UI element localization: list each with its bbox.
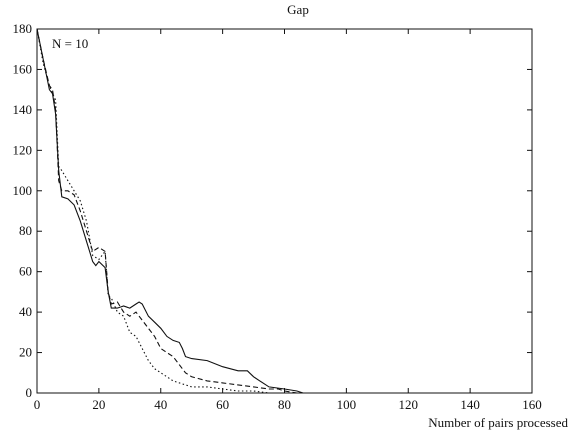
x-tick-label: 20 (92, 397, 105, 412)
axis-ticks: 0 20 40 60 80 100 120 140 160 0 20 40 60 80 100 120 140 1… (13, 21, 542, 412)
n-annotation: N = 10 (52, 36, 88, 51)
x-tick-label: 140 (460, 397, 480, 412)
x-tick-label: 40 (154, 397, 167, 412)
y-tick-label: 80 (19, 223, 32, 238)
y-tick-label: 140 (13, 102, 33, 117)
x-tick-label: 0 (34, 397, 41, 412)
y-tick-label: 60 (19, 264, 32, 279)
series-layer (36, 28, 532, 394)
chart-title: Gap (287, 2, 309, 17)
x-tick-label: 160 (522, 397, 542, 412)
x-tick-label: 100 (337, 397, 357, 412)
x-tick-label: 120 (399, 397, 419, 412)
y-tick-label: 120 (13, 142, 33, 157)
x-tick-label: 80 (278, 397, 291, 412)
y-tick-label: 20 (19, 345, 32, 360)
y-tick-label: 40 (19, 304, 32, 319)
y-tick-label: 160 (13, 61, 33, 76)
x-tick-label: 60 (216, 397, 229, 412)
y-tick-label: 0 (26, 385, 33, 400)
series-line-dotted (36, 28, 532, 394)
x-axis-label: Number of pairs processed (428, 415, 568, 430)
y-tick-label: 100 (13, 183, 33, 198)
y-tick-label: 180 (13, 21, 33, 36)
plot-frame (36, 28, 533, 394)
series-line-solid (36, 28, 532, 394)
series-line-dashed (36, 28, 532, 394)
